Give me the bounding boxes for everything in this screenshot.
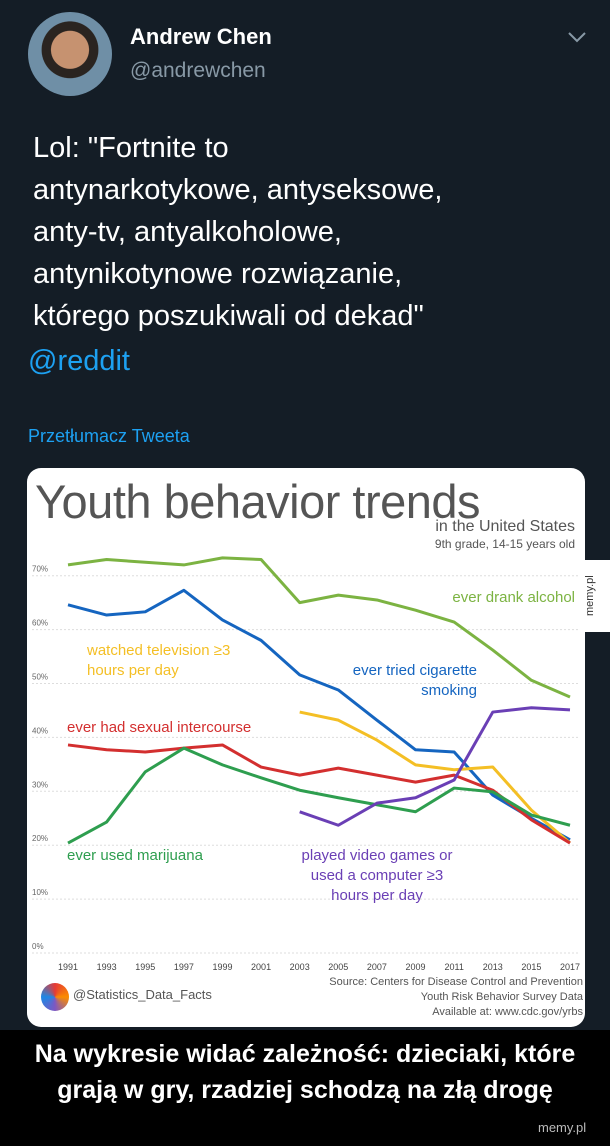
series-label: ever drank alcohol <box>452 589 575 606</box>
y-tick-label: 30% <box>32 780 48 789</box>
x-tick-label: 2011 <box>444 962 463 972</box>
x-tick-label: 2005 <box>328 962 348 972</box>
series-label: watched television ≥3 hours per day <box>87 642 231 679</box>
y-tick-label: 40% <box>32 726 48 735</box>
series-line <box>67 743 571 845</box>
x-tick-label: 1999 <box>212 962 232 972</box>
x-tick-label: 2003 <box>290 962 310 972</box>
y-tick-label: 50% <box>32 673 48 682</box>
chart-card: Youth behavior trends in the United Stat… <box>27 468 585 1027</box>
user-handle[interactable]: @andrewchen <box>130 59 266 82</box>
credit: @Statistics_Data_Facts <box>73 987 212 1002</box>
watermark: memy.pl <box>584 560 610 632</box>
tweet-line: antynikotynowe rozwiązanie, <box>33 258 403 290</box>
series-line <box>67 746 571 845</box>
x-tick-label: 1991 <box>58 962 78 972</box>
source: Available at: www.cdc.gov/yrbs <box>432 1006 583 1018</box>
x-tick-label: 1993 <box>97 962 117 972</box>
x-tick-label: 2013 <box>483 962 503 972</box>
plot: 0% 10% 20% 30% 40% 50% 60% 70% 1991 1993 1995 1997 1… <box>32 556 580 972</box>
series-label: ever tried cigarette smoking <box>352 662 477 699</box>
translate-link[interactable]: Przetłumacz Tweeta <box>28 426 190 446</box>
chart-subtitle: 9th grade, 14-15 years old <box>434 537 575 551</box>
source: Youth Risk Behavior Survey Data <box>420 991 583 1003</box>
x-tick-label: 2017 <box>560 962 580 972</box>
y-tick-label: 70% <box>32 565 48 574</box>
x-tick-label: 2009 <box>406 962 426 972</box>
x-tick-label: 2007 <box>367 962 387 972</box>
x-tick-label: 2001 <box>251 962 271 972</box>
series-line <box>67 556 571 699</box>
tweet-line: Lol: "Fortnite to <box>33 132 229 164</box>
series-label: ever used marijuana <box>67 847 203 864</box>
series-label: ever had sexual intercourse <box>67 719 252 736</box>
tweet-line: którego poszukiwali od dekad" <box>33 300 424 332</box>
y-tick-label: 20% <box>32 834 48 843</box>
x-tick-label: 1997 <box>174 962 194 972</box>
y-tick-label: 0% <box>32 942 44 951</box>
y-tick-label: 10% <box>32 888 48 897</box>
tweet-text: Lol: "Fortnite to antynarkotykowe, antyse… <box>33 127 442 337</box>
avatar[interactable] <box>28 12 112 96</box>
x-tick-label: 1995 <box>135 962 155 972</box>
watermark: memy.pl <box>538 1120 587 1135</box>
caption-bar <box>0 1030 610 1146</box>
source: Source: Centers for Disease Control and … <box>329 976 583 988</box>
series-line <box>299 706 571 827</box>
y-tick-label: 60% <box>32 619 48 628</box>
chart-title: Youth behavior trends <box>35 475 481 528</box>
series-label: played video games or used a computer ≥3… <box>301 847 453 904</box>
menu-chevron[interactable] <box>566 30 588 44</box>
series-line <box>299 710 571 845</box>
mention[interactable]: @reddit <box>28 345 130 377</box>
tweet-line: antynarkotykowe, antyseksowe, <box>33 174 443 206</box>
credit-logo <box>41 983 69 1011</box>
tweet-line: anty-tv, antyalkoholowe, <box>33 216 342 248</box>
x-tick-label: 2015 <box>521 962 541 972</box>
user-name[interactable]: Andrew Chen <box>130 24 272 49</box>
chart-subtitle: in the United States <box>435 518 575 535</box>
caption: Na wykresie widać zależność: dzieciaki, … <box>34 1040 576 1104</box>
